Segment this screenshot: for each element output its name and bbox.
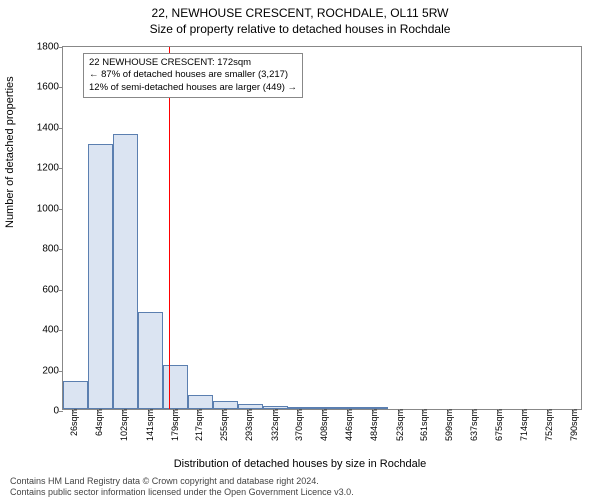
histogram-bar — [313, 407, 338, 409]
x-tick-mark — [298, 409, 299, 413]
y-tick-mark — [59, 290, 63, 291]
histogram-bar — [238, 404, 263, 409]
x-tick-mark — [399, 409, 400, 413]
x-tick-mark — [123, 409, 124, 413]
x-tick-mark — [548, 409, 549, 413]
x-tick-mark — [223, 409, 224, 413]
x-tick-mark — [373, 409, 374, 413]
x-tick-label: 332sqm — [268, 409, 280, 441]
x-tick-mark — [423, 409, 424, 413]
annotation-box: 22 NEWHOUSE CRESCENT: 172sqm← 87% of det… — [83, 53, 303, 98]
x-tick-mark — [573, 409, 574, 413]
histogram-bar — [288, 407, 313, 409]
chart-title-line1: 22, NEWHOUSE CRESCENT, ROCHDALE, OL11 5R… — [0, 6, 600, 20]
histogram-bar — [263, 406, 288, 409]
y-tick-mark — [59, 249, 63, 250]
x-tick-label: 293sqm — [242, 409, 254, 441]
x-tick-label: 141sqm — [143, 409, 155, 441]
footer-line1: Contains HM Land Registry data © Crown c… — [10, 476, 354, 487]
histogram-bar — [188, 395, 213, 409]
x-tick-label: 179sqm — [168, 409, 180, 441]
y-tick-mark — [59, 371, 63, 372]
x-tick-label: 675sqm — [492, 409, 504, 441]
x-tick-mark — [448, 409, 449, 413]
x-tick-label: 561sqm — [417, 409, 429, 441]
x-tick-mark — [149, 409, 150, 413]
y-tick-mark — [59, 47, 63, 48]
x-tick-label: 255sqm — [217, 409, 229, 441]
annotation-line1: 22 NEWHOUSE CRESCENT: 172sqm — [89, 57, 297, 69]
histogram-bar — [63, 381, 88, 409]
reference-line — [169, 47, 170, 409]
x-tick-label: 637sqm — [467, 409, 479, 441]
y-tick-mark — [59, 168, 63, 169]
y-tick-mark — [59, 209, 63, 210]
histogram-bar — [363, 407, 388, 409]
annotation-line2: ← 87% of detached houses are smaller (3,… — [89, 69, 297, 81]
x-tick-label: 102sqm — [117, 409, 129, 441]
x-tick-mark — [274, 409, 275, 413]
x-tick-label: 26sqm — [67, 409, 79, 436]
x-tick-label: 64sqm — [92, 409, 104, 436]
x-tick-label: 217sqm — [192, 409, 204, 441]
y-axis-label: Number of detached properties — [4, 76, 16, 228]
x-tick-label: 370sqm — [292, 409, 304, 441]
chart-title-line2: Size of property relative to detached ho… — [0, 22, 600, 36]
x-tick-mark — [174, 409, 175, 413]
y-tick-mark — [59, 87, 63, 88]
x-tick-label: 599sqm — [442, 409, 454, 441]
histogram-bar — [338, 407, 363, 409]
histogram-bar — [213, 401, 238, 409]
x-tick-mark — [73, 409, 74, 413]
x-tick-label: 790sqm — [567, 409, 579, 441]
annotation-line3: 12% of semi-detached houses are larger (… — [89, 82, 297, 94]
x-axis-label: Distribution of detached houses by size … — [0, 458, 600, 470]
y-tick-mark — [59, 411, 63, 412]
footer-attribution: Contains HM Land Registry data © Crown c… — [10, 476, 354, 498]
x-tick-label: 523sqm — [393, 409, 405, 441]
x-tick-mark — [523, 409, 524, 413]
histogram-bar — [113, 134, 138, 409]
x-tick-label: 446sqm — [342, 409, 354, 441]
x-tick-label: 714sqm — [517, 409, 529, 441]
x-tick-mark — [348, 409, 349, 413]
x-tick-mark — [98, 409, 99, 413]
x-tick-label: 484sqm — [367, 409, 379, 441]
x-tick-mark — [473, 409, 474, 413]
histogram-plot: 02004006008001000120014001600180026sqm64… — [62, 46, 582, 410]
x-tick-mark — [198, 409, 199, 413]
footer-line2: Contains public sector information licen… — [10, 487, 354, 498]
x-tick-label: 752sqm — [542, 409, 554, 441]
y-tick-mark — [59, 128, 63, 129]
histogram-bar — [88, 144, 113, 409]
x-tick-label: 408sqm — [317, 409, 329, 441]
x-tick-mark — [498, 409, 499, 413]
histogram-bar — [138, 312, 163, 409]
x-tick-mark — [323, 409, 324, 413]
x-tick-mark — [248, 409, 249, 413]
y-tick-mark — [59, 330, 63, 331]
histogram-bar — [163, 365, 188, 409]
